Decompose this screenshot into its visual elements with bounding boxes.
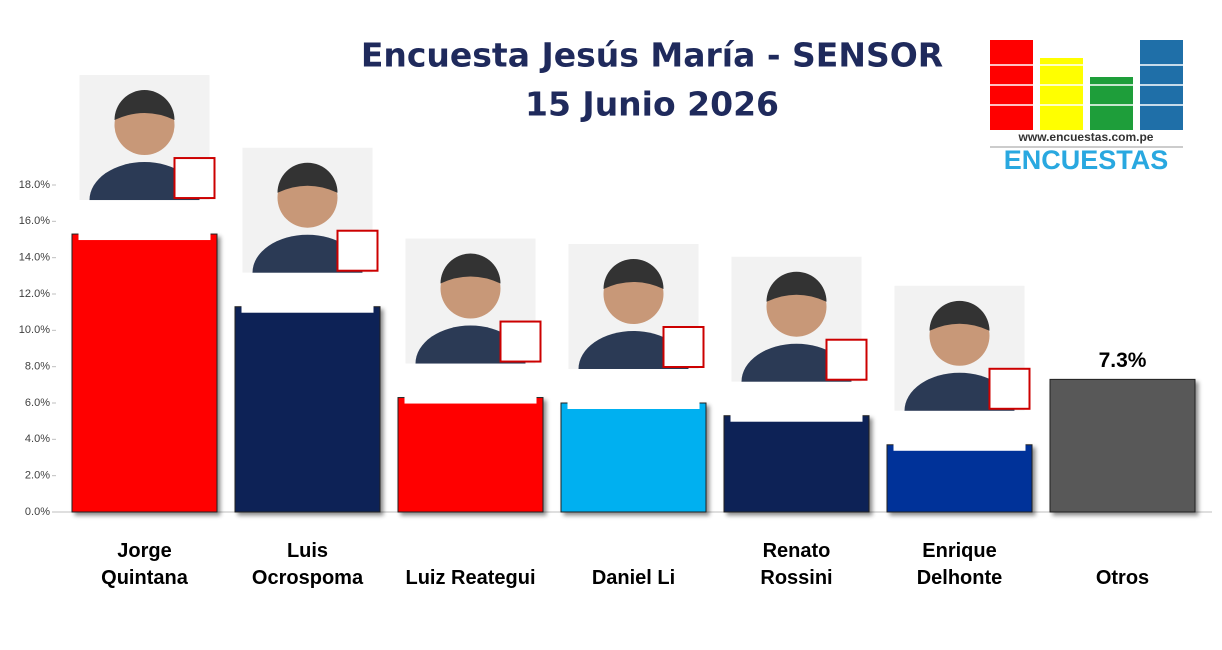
logo-bar bbox=[1090, 77, 1133, 130]
logo-url: www.encuestas.com.pe bbox=[1018, 130, 1154, 144]
chart-title: Encuesta Jesús María - SENSOR bbox=[361, 36, 943, 75]
photo-mask bbox=[567, 369, 700, 409]
y-tick-label: 8.0% bbox=[25, 361, 50, 373]
photo-hair bbox=[114, 90, 175, 121]
photo-mask bbox=[893, 410, 1026, 451]
bar bbox=[560, 402, 707, 513]
bar bbox=[397, 397, 544, 513]
x-tick-label: Luiz Reategui bbox=[405, 567, 536, 589]
y-tick-label: 12.0% bbox=[19, 288, 50, 300]
y-tick-label: 0.0% bbox=[25, 506, 50, 518]
photo-hair bbox=[277, 162, 338, 193]
photo-mask bbox=[404, 363, 537, 404]
y-tick-label: 16.0% bbox=[19, 215, 50, 227]
y-tick-label: 14.0% bbox=[19, 252, 50, 264]
y-tick-label: 4.0% bbox=[25, 433, 50, 445]
x-tick-label: Enrique Delhonte bbox=[916, 540, 1003, 589]
candidate-photo bbox=[893, 285, 1031, 451]
candidate-photo bbox=[567, 244, 705, 409]
y-tick-label: 18.0% bbox=[19, 179, 50, 191]
photo-hair bbox=[766, 271, 827, 302]
bar bbox=[71, 233, 218, 513]
bar bbox=[1049, 378, 1196, 513]
y-tick-label: 10.0% bbox=[19, 324, 50, 336]
party-logo bbox=[825, 338, 868, 381]
logo-lines bbox=[990, 64, 1183, 106]
x-tick-label: Jorge Quintana bbox=[101, 540, 188, 589]
x-tick-label: Daniel Li bbox=[591, 567, 676, 589]
party-logo bbox=[173, 157, 216, 200]
value-label: 7.3% bbox=[1099, 349, 1147, 372]
party-logo bbox=[662, 326, 705, 368]
logo: www.encuestas.com.pe ENCUESTAS bbox=[990, 40, 1183, 175]
photo-mask bbox=[78, 200, 211, 241]
party-logo bbox=[988, 367, 1031, 410]
chart-subtitle: 15 Junio 2026 bbox=[525, 85, 779, 124]
logo-bar bbox=[1040, 58, 1083, 130]
candidate-photo bbox=[241, 147, 379, 313]
party-logo bbox=[336, 229, 379, 272]
x-tick-label: Renato Rossini bbox=[760, 540, 833, 589]
y-tick-label: 2.0% bbox=[25, 470, 50, 482]
photo-hair bbox=[929, 300, 990, 331]
x-tick-label: Otros bbox=[1095, 567, 1150, 589]
photo-hair bbox=[440, 253, 501, 284]
candidate-photo bbox=[730, 256, 868, 422]
candidate-photo bbox=[404, 238, 542, 404]
y-tick-label: 6.0% bbox=[25, 397, 50, 409]
photo-mask bbox=[241, 272, 374, 313]
logo-name: ENCUESTAS bbox=[1004, 145, 1169, 175]
bar bbox=[234, 306, 381, 513]
party-logo bbox=[499, 320, 542, 363]
bar bbox=[723, 415, 870, 513]
photo-hair bbox=[603, 259, 664, 289]
photo-mask bbox=[730, 381, 863, 422]
x-tick-label: Luis Ocrospoma bbox=[251, 540, 364, 589]
candidate-photo bbox=[78, 75, 216, 241]
bar bbox=[886, 444, 1033, 513]
